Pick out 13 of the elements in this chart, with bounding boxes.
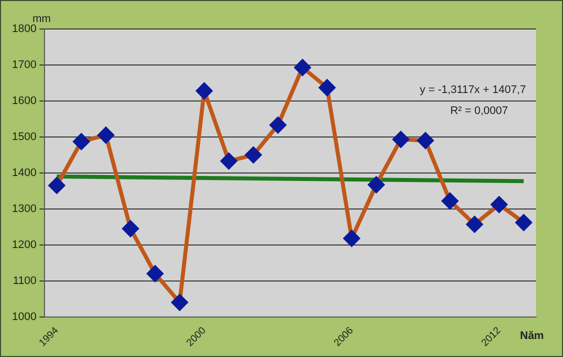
y-tick-label: 1300 <box>12 202 36 215</box>
y-tick-label: 1700 <box>12 59 36 72</box>
x-axis-title: Năm <box>520 330 544 342</box>
y-tick-label: 1100 <box>12 274 36 287</box>
y-tick-label: 1200 <box>12 238 36 251</box>
annotation: R² = 0,0007 <box>450 105 508 117</box>
y-tick-label: 1600 <box>12 94 36 107</box>
y-tick-label: 1800 <box>12 23 36 36</box>
y-tick-label: 1400 <box>12 166 36 179</box>
annotation: y = -1,3117x + 1407,7 <box>420 84 526 96</box>
y-axis-title: mm <box>32 13 51 25</box>
y-tick-label: 1000 <box>12 310 36 323</box>
y-tick-label: 1500 <box>12 130 36 143</box>
